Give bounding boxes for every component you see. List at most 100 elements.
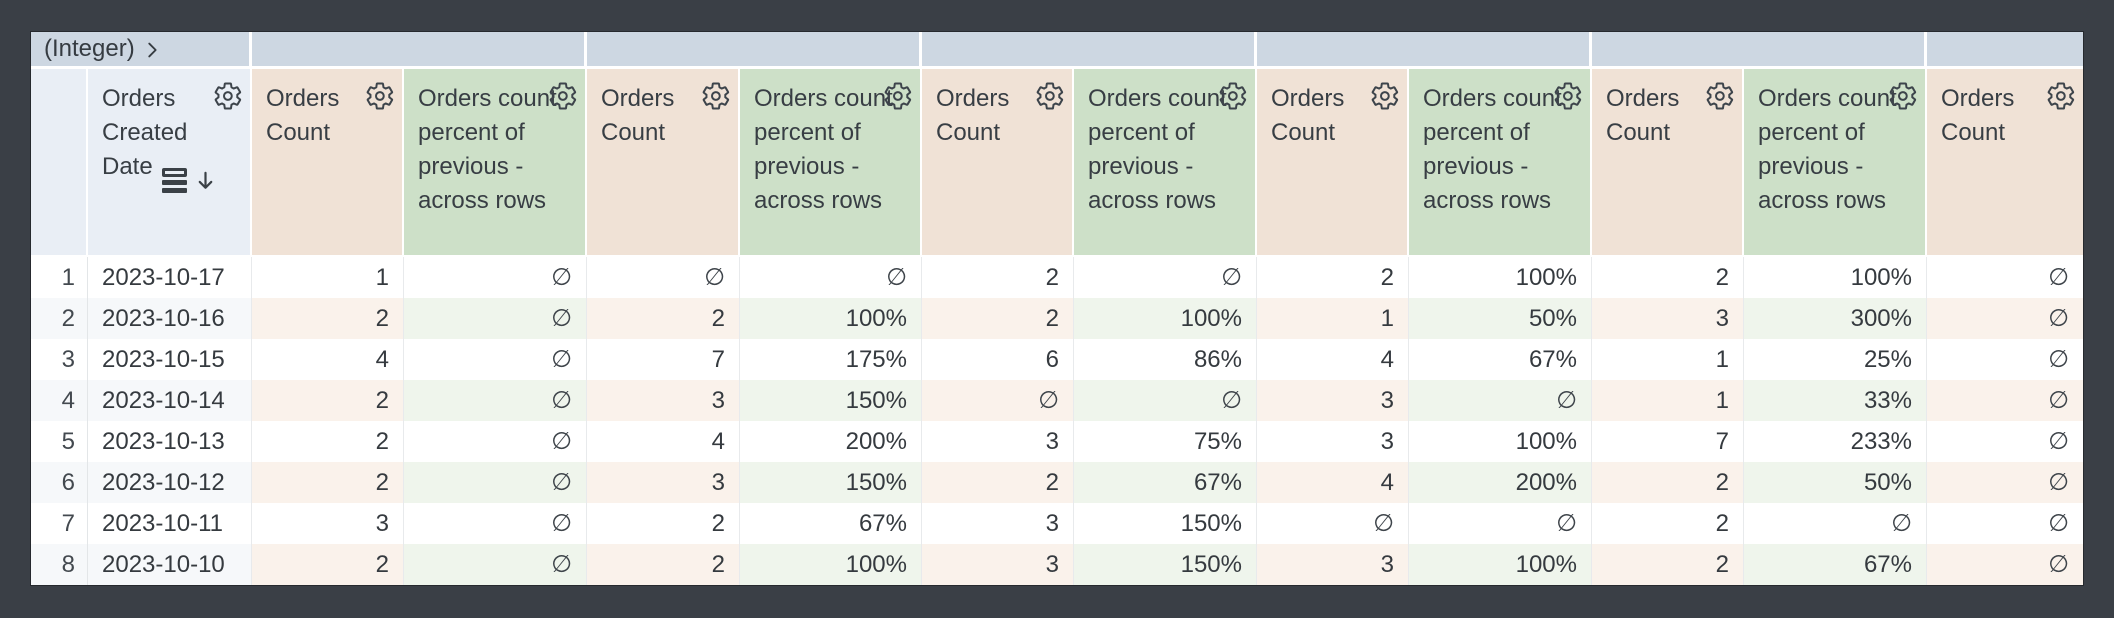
date-cell[interactable]: 2023-10-13 <box>88 421 252 462</box>
measure-value-cell[interactable]: ∅ <box>1257 503 1409 544</box>
column-header-measure[interactable]: Orders Count <box>1927 69 2083 257</box>
column-header-measure[interactable]: Orders Count <box>587 69 740 257</box>
measure-value-cell[interactable]: ∅ <box>922 380 1074 421</box>
calculation-value-cell[interactable]: ∅ <box>404 257 587 298</box>
calculation-value-cell[interactable]: ∅ <box>404 462 587 503</box>
calculation-value-cell[interactable]: ∅ <box>404 421 587 462</box>
calculation-value-cell[interactable]: 50% <box>1744 462 1927 503</box>
settings-gear-icon[interactable] <box>365 81 395 111</box>
calculation-value-cell[interactable]: 100% <box>1744 257 1927 298</box>
column-header-measure[interactable]: Orders Count <box>252 69 404 257</box>
settings-gear-icon[interactable] <box>883 81 913 111</box>
settings-gear-icon[interactable] <box>2046 81 2076 111</box>
calculation-value-cell[interactable]: 50% <box>1409 298 1592 339</box>
measure-value-cell[interactable]: 2 <box>1257 257 1409 298</box>
calculation-value-cell[interactable]: ∅ <box>1409 503 1592 544</box>
date-cell[interactable]: 2023-10-10 <box>88 544 252 585</box>
measure-value-cell[interactable]: ∅ <box>1927 462 2083 503</box>
measure-value-cell[interactable]: 3 <box>922 503 1074 544</box>
column-header-measure[interactable]: Orders Count <box>1592 69 1744 257</box>
measure-value-cell[interactable]: 2 <box>1592 257 1744 298</box>
calculation-value-cell[interactable]: ∅ <box>404 380 587 421</box>
calculation-value-cell[interactable]: 67% <box>1744 544 1927 585</box>
column-header-calculation[interactable]: Orders count percent of previous - acros… <box>740 69 922 257</box>
measure-value-cell[interactable]: 3 <box>1592 298 1744 339</box>
calculation-value-cell[interactable]: ∅ <box>404 544 587 585</box>
measure-value-cell[interactable]: 7 <box>1592 421 1744 462</box>
date-cell[interactable]: 2023-10-14 <box>88 380 252 421</box>
measure-value-cell[interactable]: 3 <box>252 503 404 544</box>
measure-value-cell[interactable]: 2 <box>252 544 404 585</box>
date-cell[interactable]: 2023-10-16 <box>88 298 252 339</box>
settings-gear-icon[interactable] <box>1553 81 1583 111</box>
calculation-value-cell[interactable]: 33% <box>1744 380 1927 421</box>
measure-value-cell[interactable]: 6 <box>922 339 1074 380</box>
measure-value-cell[interactable]: ∅ <box>1927 544 2083 585</box>
measure-value-cell[interactable]: 2 <box>1592 544 1744 585</box>
calculation-value-cell[interactable]: 100% <box>740 298 922 339</box>
column-header-dimension[interactable]: Orders Created Date <box>88 69 252 257</box>
calculation-value-cell[interactable]: ∅ <box>1074 380 1257 421</box>
measure-value-cell[interactable]: 1 <box>1592 339 1744 380</box>
settings-gear-icon[interactable] <box>1888 81 1918 111</box>
measure-value-cell[interactable]: 2 <box>252 380 404 421</box>
measure-value-cell[interactable]: 2 <box>587 544 740 585</box>
calculation-value-cell[interactable]: 100% <box>1409 257 1592 298</box>
measure-value-cell[interactable]: 2 <box>922 257 1074 298</box>
settings-gear-icon[interactable] <box>1370 81 1400 111</box>
measure-value-cell[interactable]: 2 <box>587 298 740 339</box>
measure-value-cell[interactable]: 2 <box>252 462 404 503</box>
column-header-measure[interactable]: Orders Count <box>1257 69 1409 257</box>
pivot-field-cell[interactable]: (Integer) <box>31 32 252 69</box>
calculation-value-cell[interactable]: ∅ <box>1744 503 1927 544</box>
settings-gear-icon[interactable] <box>701 81 731 111</box>
measure-value-cell[interactable]: ∅ <box>1927 380 2083 421</box>
settings-gear-icon[interactable] <box>213 81 243 111</box>
measure-value-cell[interactable]: 3 <box>922 421 1074 462</box>
measure-value-cell[interactable]: 3 <box>587 462 740 503</box>
calculation-value-cell[interactable]: 67% <box>1409 339 1592 380</box>
column-header-calculation[interactable]: Orders count percent of previous - acros… <box>1409 69 1592 257</box>
measure-value-cell[interactable]: 4 <box>252 339 404 380</box>
settings-gear-icon[interactable] <box>1218 81 1248 111</box>
measure-value-cell[interactable]: 4 <box>1257 339 1409 380</box>
measure-value-cell[interactable]: 2 <box>1592 503 1744 544</box>
settings-gear-icon[interactable] <box>1705 81 1735 111</box>
measure-value-cell[interactable]: 4 <box>587 421 740 462</box>
calculation-value-cell[interactable]: 100% <box>1409 544 1592 585</box>
measure-value-cell[interactable]: 2 <box>252 298 404 339</box>
measure-value-cell[interactable]: 3 <box>1257 421 1409 462</box>
measure-value-cell[interactable]: 1 <box>1592 380 1744 421</box>
calculation-value-cell[interactable]: 100% <box>740 544 922 585</box>
calculation-value-cell[interactable]: ∅ <box>404 503 587 544</box>
calculation-value-cell[interactable]: 200% <box>740 421 922 462</box>
measure-value-cell[interactable]: ∅ <box>1927 503 2083 544</box>
calculation-value-cell[interactable]: 25% <box>1744 339 1927 380</box>
calculation-value-cell[interactable]: 233% <box>1744 421 1927 462</box>
measure-value-cell[interactable]: ∅ <box>1927 421 2083 462</box>
calculation-value-cell[interactable]: 75% <box>1074 421 1257 462</box>
column-header-calculation[interactable]: Orders count percent of previous - acros… <box>404 69 587 257</box>
date-cell[interactable]: 2023-10-17 <box>88 257 252 298</box>
measure-value-cell[interactable]: 1 <box>1257 298 1409 339</box>
calculation-value-cell[interactable]: ∅ <box>1409 380 1592 421</box>
measure-value-cell[interactable]: 2 <box>1592 462 1744 503</box>
measure-value-cell[interactable]: ∅ <box>1927 298 2083 339</box>
calculation-value-cell[interactable]: 67% <box>1074 462 1257 503</box>
measure-value-cell[interactable]: 2 <box>922 298 1074 339</box>
column-header-calculation[interactable]: Orders count percent of previous - acros… <box>1074 69 1257 257</box>
calculation-value-cell[interactable]: 67% <box>740 503 922 544</box>
calculation-value-cell[interactable]: 100% <box>1074 298 1257 339</box>
measure-value-cell[interactable]: 3 <box>1257 380 1409 421</box>
calculation-value-cell[interactable]: ∅ <box>1074 257 1257 298</box>
column-header-measure[interactable]: Orders Count <box>922 69 1074 257</box>
measure-value-cell[interactable]: 2 <box>922 462 1074 503</box>
calculation-value-cell[interactable]: 150% <box>1074 503 1257 544</box>
measure-value-cell[interactable]: 4 <box>1257 462 1409 503</box>
measure-value-cell[interactable]: 7 <box>587 339 740 380</box>
calculation-value-cell[interactable]: 100% <box>1409 421 1592 462</box>
calculation-value-cell[interactable]: ∅ <box>404 339 587 380</box>
calculation-value-cell[interactable]: 150% <box>740 380 922 421</box>
calculation-value-cell[interactable]: 300% <box>1744 298 1927 339</box>
date-cell[interactable]: 2023-10-15 <box>88 339 252 380</box>
